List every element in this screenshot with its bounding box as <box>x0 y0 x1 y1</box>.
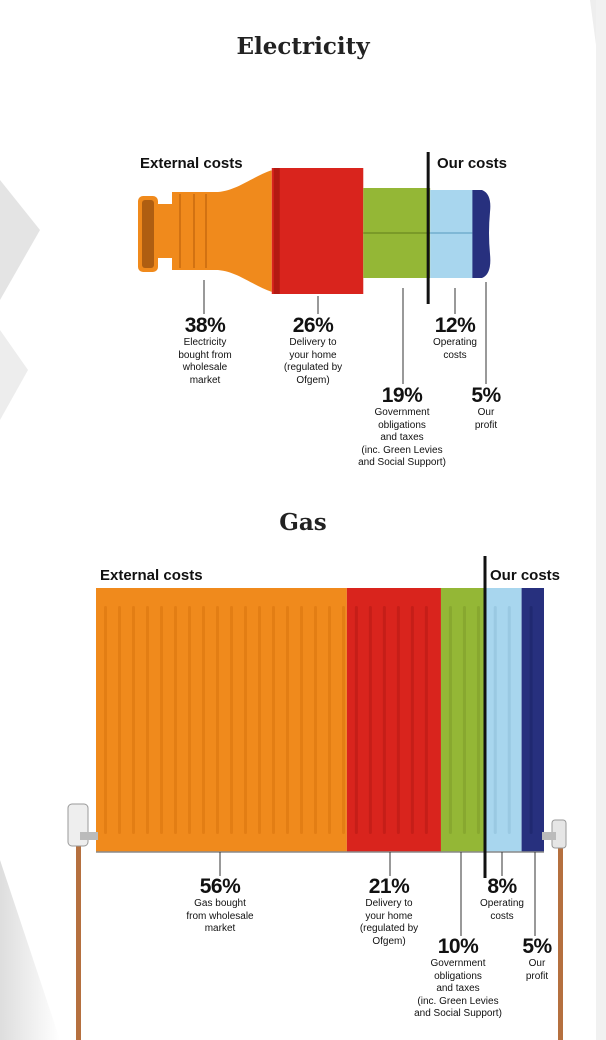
electricity-government-pct: 19% <box>381 384 423 407</box>
gas-fin-government <box>476 606 480 834</box>
gas-fin-profit <box>529 606 533 834</box>
electricity-label-profit: 5% Our profit <box>421 384 551 432</box>
electricity-operating-desc: Operating costs <box>433 337 477 361</box>
gas-fin-wholesale <box>314 606 317 834</box>
gas-fin-wholesale <box>258 606 261 834</box>
gas-operating-desc: Operating costs <box>480 898 524 922</box>
electricity-bulb-chart <box>138 152 491 384</box>
electricity-label-operating: 12% Operating costs <box>390 314 520 362</box>
electricity-segment-profit <box>472 190 491 278</box>
gas-fin-wholesale <box>146 606 149 834</box>
gas-fin-wholesale <box>342 606 345 834</box>
gas-valve-right-connector <box>542 832 556 840</box>
gas-profit-desc: Our profit <box>525 958 549 982</box>
electricity-collar-shade <box>273 168 280 294</box>
electricity-cap-socket <box>142 200 154 268</box>
gas-fin-operating <box>493 606 497 834</box>
gas-fin-delivery <box>368 606 372 834</box>
electricity-label-government: 19% Government obligations and taxes (in… <box>337 384 467 470</box>
gas-pipe-right <box>558 842 563 1040</box>
gas-fin-operating <box>507 606 511 834</box>
gas-title: Gas <box>279 509 327 536</box>
gas-fin-wholesale <box>286 606 289 834</box>
electricity-external-costs-label: External costs <box>140 155 243 172</box>
gas-operating-pct: 8% <box>487 875 517 898</box>
gas-fin-wholesale <box>118 606 121 834</box>
electricity-delivery-desc: Delivery to your home (regulated by Ofge… <box>283 337 343 386</box>
electricity-segment-wholesale <box>154 170 272 292</box>
gas-segment-wholesale <box>96 588 347 852</box>
electricity-profit-desc: Our profit <box>474 407 498 431</box>
gas-fin-wholesale <box>104 606 107 834</box>
gas-label-wholesale: 56% Gas bought from wholesale market <box>155 875 285 936</box>
gas-fin-government <box>462 606 466 834</box>
gas-fin-wholesale <box>160 606 163 834</box>
gas-fin-wholesale <box>300 606 303 834</box>
electricity-government-desc: Government obligations and taxes (inc. G… <box>358 407 446 468</box>
gas-fin-wholesale <box>244 606 247 834</box>
gas-fin-wholesale <box>132 606 135 834</box>
gas-delivery-desc: Delivery to your home (regulated by Ofge… <box>359 898 419 947</box>
electricity-operating-pct: 12% <box>434 314 476 337</box>
gas-label-delivery: 21% Delivery to your home (regulated by … <box>324 875 454 948</box>
gas-external-costs-label: External costs <box>100 567 203 584</box>
gas-fin-wholesale <box>202 606 205 834</box>
electricity-profit-pct: 5% <box>471 384 501 407</box>
gas-fin-wholesale <box>272 606 275 834</box>
gas-segment-operating <box>485 588 522 852</box>
electricity-wholesale-pct: 38% <box>184 314 226 337</box>
electricity-title: Electricity <box>236 33 370 60</box>
gas-wholesale-desc: Gas bought from wholesale market <box>186 898 254 934</box>
gas-fin-wholesale <box>174 606 177 834</box>
gas-segment-profit <box>521 588 544 852</box>
electricity-delivery-pct: 26% <box>292 314 334 337</box>
gas-delivery-pct: 21% <box>368 875 410 898</box>
gas-our-costs-label: Our costs <box>490 567 561 584</box>
gas-fin-delivery <box>410 606 414 834</box>
gas-fin-wholesale <box>216 606 219 834</box>
gas-government-desc: Government obligations and taxes (inc. G… <box>414 958 502 1019</box>
electricity-label-delivery: 26% Delivery to your home (regulated by … <box>248 314 378 387</box>
gas-fin-delivery <box>396 606 400 834</box>
electricity-wholesale-desc: Electricity bought from wholesale market <box>178 337 232 386</box>
gas-wholesale-pct: 56% <box>199 875 241 898</box>
gas-label-operating: 8% Operating costs <box>437 875 567 923</box>
gas-label-profit: 5% Our profit <box>472 935 602 983</box>
electricity-segment-delivery <box>271 168 364 294</box>
gas-label-government: 10% Government obligations and taxes (in… <box>393 935 523 1021</box>
electricity-label-wholesale: 38% Electricity bought from wholesale ma… <box>140 314 270 387</box>
gas-government-pct: 10% <box>437 935 479 958</box>
gas-profit-pct: 5% <box>522 935 552 958</box>
gas-fin-delivery <box>382 606 386 834</box>
gas-fin-wholesale <box>230 606 233 834</box>
gas-pipe-left <box>76 842 81 1040</box>
gas-valve-left-connector <box>80 832 98 840</box>
gas-fin-delivery <box>424 606 428 834</box>
gas-fin-wholesale <box>188 606 191 834</box>
gas-fin-government <box>448 606 452 834</box>
gas-fin-wholesale <box>328 606 331 834</box>
gas-fin-delivery <box>354 606 358 834</box>
electricity-our-costs-label: Our costs <box>437 155 508 172</box>
